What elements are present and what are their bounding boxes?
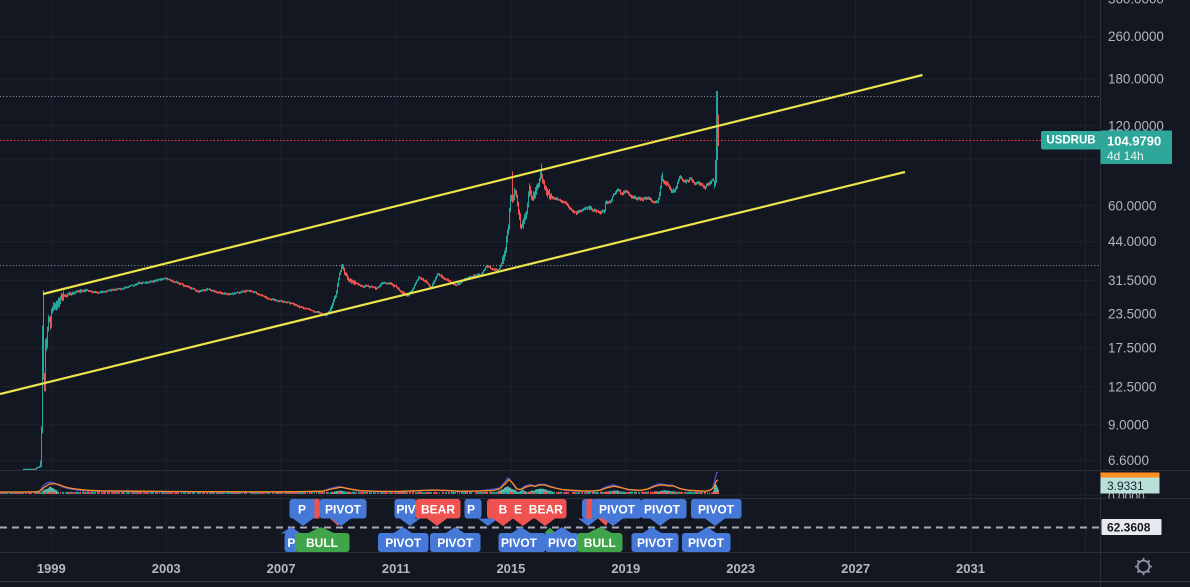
svg-text:180.0000: 180.0000 — [1108, 72, 1164, 87]
svg-text:260.0000: 260.0000 — [1108, 29, 1164, 44]
svg-text:9.0000: 9.0000 — [1108, 417, 1149, 432]
svg-text:3.9331: 3.9331 — [1107, 479, 1144, 493]
svg-text:23.5000: 23.5000 — [1108, 307, 1156, 322]
svg-text:360.0000: 360.0000 — [1108, 0, 1164, 7]
svg-text:60.0000: 60.0000 — [1108, 198, 1156, 213]
svg-text:PIVOT: PIVOT — [688, 536, 725, 550]
svg-text:12.5000: 12.5000 — [1108, 379, 1156, 394]
svg-text:4d 14h: 4d 14h — [1107, 149, 1144, 163]
svg-text:PIVOT: PIVOT — [385, 536, 422, 550]
svg-text:BULL: BULL — [306, 536, 338, 550]
svg-text:2031: 2031 — [956, 561, 985, 576]
svg-text:2007: 2007 — [267, 561, 296, 576]
svg-text:62.3608: 62.3608 — [1107, 520, 1151, 534]
svg-text:104.9790: 104.9790 — [1107, 134, 1161, 149]
svg-text:BEAR: BEAR — [529, 503, 563, 517]
svg-text:PIVOT: PIVOT — [548, 536, 585, 550]
svg-text:P: P — [467, 503, 475, 517]
svg-text:BULL: BULL — [584, 536, 616, 550]
svg-text:P: P — [298, 503, 306, 517]
svg-text:2027: 2027 — [841, 561, 870, 576]
svg-text:6.6000: 6.6000 — [1108, 453, 1149, 468]
svg-text:PIVOT: PIVOT — [325, 503, 362, 517]
svg-text:PIVOT: PIVOT — [437, 536, 474, 550]
svg-text:PIVOT: PIVOT — [644, 503, 681, 517]
svg-text:0.0000: 0.0000 — [1108, 490, 1145, 504]
svg-text:PIV: PIV — [396, 503, 415, 517]
svg-text:PIVOT: PIVOT — [637, 536, 674, 550]
svg-text:120.0000: 120.0000 — [1108, 118, 1164, 133]
svg-text:E: E — [514, 503, 522, 517]
svg-text:PIVOT: PIVOT — [501, 536, 538, 550]
svg-text:PIVOT: PIVOT — [698, 503, 735, 517]
svg-text:B: B — [499, 503, 508, 517]
svg-text:31.5000: 31.5000 — [1108, 273, 1156, 288]
svg-text:2015: 2015 — [496, 561, 525, 576]
svg-text:PIVOT: PIVOT — [599, 503, 636, 517]
svg-text:2023: 2023 — [726, 561, 755, 576]
svg-text:1999: 1999 — [37, 561, 66, 576]
svg-text:44.0000: 44.0000 — [1108, 234, 1156, 249]
svg-text:BEAR: BEAR — [421, 503, 455, 517]
svg-text:17.5000: 17.5000 — [1108, 341, 1156, 356]
svg-text:2003: 2003 — [152, 561, 181, 576]
svg-text:2011: 2011 — [382, 561, 410, 576]
svg-text:PI: PI — [287, 536, 298, 550]
svg-text:USDRUB: USDRUB — [1046, 135, 1095, 147]
svg-text:2019: 2019 — [611, 561, 640, 576]
